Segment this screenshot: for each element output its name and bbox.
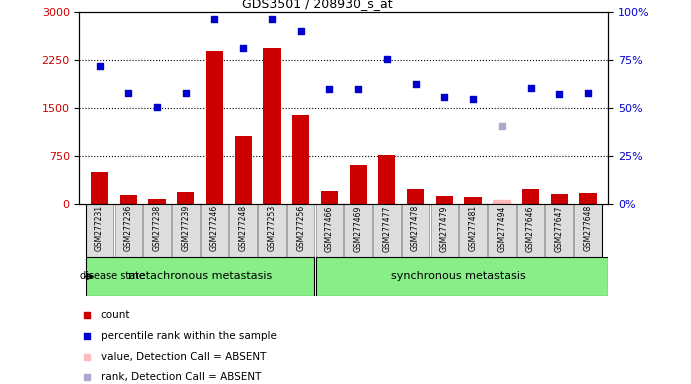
Bar — [373, 204, 401, 257]
Bar — [517, 204, 545, 257]
Text: GSM277246: GSM277246 — [210, 205, 219, 252]
Text: GSM277238: GSM277238 — [153, 205, 162, 251]
Text: synchronous metastasis: synchronous metastasis — [391, 271, 526, 281]
Bar — [229, 204, 257, 257]
Title: GDS3501 / 208930_s_at: GDS3501 / 208930_s_at — [242, 0, 392, 10]
Bar — [263, 48, 281, 204]
Text: percentile rank within the sample: percentile rank within the sample — [101, 331, 276, 341]
Bar — [488, 204, 515, 257]
Bar — [464, 197, 482, 204]
Text: GSM277494: GSM277494 — [498, 205, 507, 252]
Text: GSM277236: GSM277236 — [124, 205, 133, 252]
Text: GSM277231: GSM277231 — [95, 205, 104, 251]
Text: GSM277646: GSM277646 — [526, 205, 535, 252]
Bar — [460, 204, 487, 257]
Bar — [206, 51, 223, 204]
Bar — [235, 136, 252, 204]
Text: count: count — [101, 310, 130, 320]
Text: GSM277239: GSM277239 — [181, 205, 190, 252]
Bar — [407, 189, 424, 204]
Point — [151, 104, 162, 110]
Bar — [401, 204, 429, 257]
Bar — [430, 204, 458, 257]
Point — [209, 15, 220, 22]
Bar — [551, 194, 568, 204]
Bar — [493, 200, 511, 204]
Bar — [321, 191, 338, 204]
Point — [496, 123, 507, 129]
Point — [439, 94, 450, 100]
Text: GSM277466: GSM277466 — [325, 205, 334, 252]
Text: GSM277647: GSM277647 — [555, 205, 564, 252]
Point — [238, 45, 249, 51]
Point — [352, 86, 363, 92]
Text: GSM277253: GSM277253 — [267, 205, 276, 252]
Point — [82, 312, 93, 318]
Text: GSM277248: GSM277248 — [238, 205, 247, 251]
Point — [583, 90, 594, 96]
Point — [82, 374, 93, 380]
Bar — [86, 257, 314, 296]
Bar — [143, 204, 171, 257]
Point — [324, 86, 335, 92]
Bar — [378, 155, 395, 204]
Bar — [545, 204, 573, 257]
Point — [82, 333, 93, 339]
Point — [468, 96, 479, 102]
Bar — [115, 204, 142, 257]
Bar — [120, 195, 137, 204]
Bar — [344, 204, 372, 257]
Bar — [200, 204, 228, 257]
Bar — [579, 193, 596, 204]
Bar — [172, 204, 200, 257]
Bar — [86, 204, 113, 257]
Bar — [149, 199, 166, 204]
Text: GSM277481: GSM277481 — [468, 205, 477, 251]
Bar — [91, 172, 108, 204]
Text: GSM277256: GSM277256 — [296, 205, 305, 252]
Bar — [574, 204, 602, 257]
Bar — [350, 165, 367, 204]
Bar — [258, 204, 286, 257]
Bar — [522, 189, 539, 204]
Point — [410, 81, 421, 87]
Point — [525, 85, 536, 91]
Text: GSM277477: GSM277477 — [382, 205, 391, 252]
Text: GSM277479: GSM277479 — [440, 205, 449, 252]
Text: GSM277648: GSM277648 — [583, 205, 592, 252]
Text: GSM277478: GSM277478 — [411, 205, 420, 252]
Text: GSM277469: GSM277469 — [354, 205, 363, 252]
Point — [267, 15, 278, 22]
Point — [553, 91, 565, 97]
Text: rank, Detection Call = ABSENT: rank, Detection Call = ABSENT — [101, 372, 261, 382]
Bar — [177, 192, 194, 204]
Point — [123, 90, 134, 96]
Text: disease state: disease state — [80, 271, 145, 281]
Bar — [287, 204, 314, 257]
Bar — [436, 196, 453, 204]
Bar — [316, 204, 343, 257]
Point — [82, 354, 93, 360]
Point — [180, 90, 191, 96]
Text: metachronous metastasis: metachronous metastasis — [128, 271, 272, 281]
Point — [381, 56, 392, 62]
Point — [94, 63, 105, 69]
Point — [295, 28, 306, 34]
Text: value, Detection Call = ABSENT: value, Detection Call = ABSENT — [101, 352, 266, 362]
Bar — [316, 257, 607, 296]
Bar — [292, 115, 310, 204]
